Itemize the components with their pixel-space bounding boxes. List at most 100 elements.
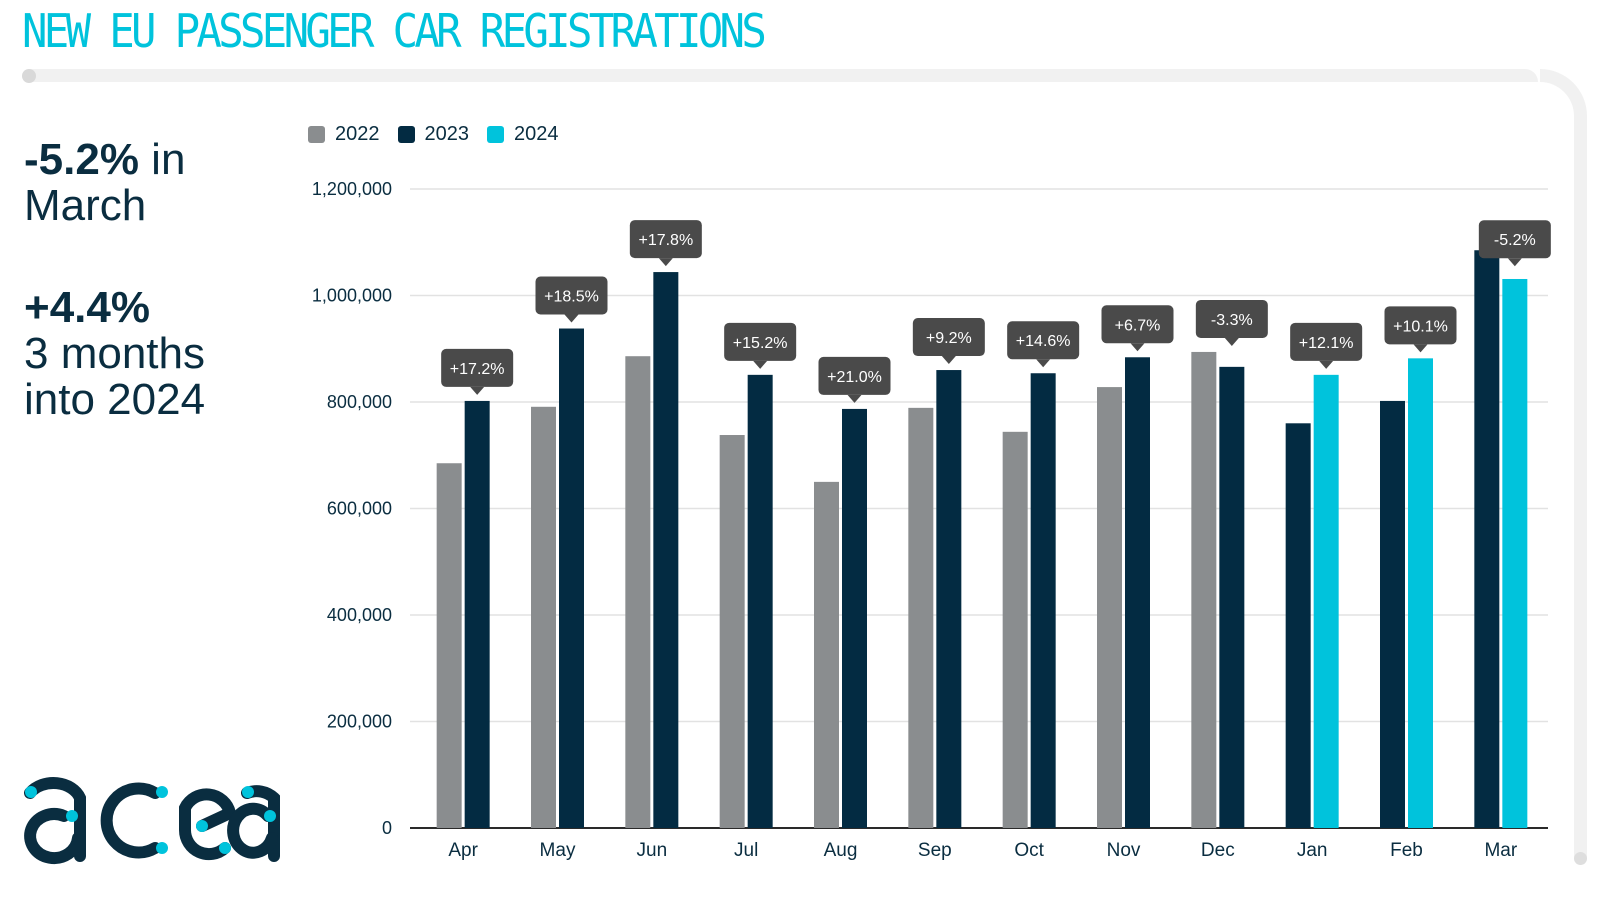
x-tick-label: Jan	[1297, 840, 1328, 861]
change-label: +17.8%	[638, 232, 693, 249]
chart-legend: 2022 2023 2024	[308, 123, 563, 146]
x-tick-label: Feb	[1390, 840, 1423, 861]
bar-jun-2023	[653, 272, 679, 828]
legend-label-2024: 2024	[514, 123, 559, 145]
bar-may-2022	[531, 406, 556, 828]
bar-sep-2022	[908, 407, 934, 828]
x-tick-label: May	[540, 840, 576, 861]
x-tick-label: Oct	[1014, 840, 1044, 861]
change-tooltip	[818, 356, 891, 395]
acea-logo-icon	[24, 777, 280, 865]
legend-swatch-2024	[487, 126, 504, 143]
bar-jul-2023	[747, 374, 773, 828]
kpi-march-suffix: in	[138, 135, 186, 184]
change-tooltip-pointer	[564, 314, 579, 323]
change-label: -5.2%	[1494, 232, 1536, 249]
change-label: +6.7%	[1115, 317, 1161, 334]
change-tooltip-pointer	[1224, 337, 1239, 346]
legend-label-2022: 2022	[335, 123, 380, 145]
change-tooltip-pointer	[1319, 360, 1334, 369]
bar-apr-2022	[436, 463, 462, 828]
change-label: -3.3%	[1211, 312, 1253, 329]
frame-end-dot	[1574, 852, 1587, 865]
x-tick-label: Mar	[1484, 840, 1517, 861]
change-tooltip-pointer	[470, 386, 485, 395]
x-tick-label: Apr	[448, 840, 478, 861]
legend-swatch-2022	[308, 126, 325, 143]
bar-aug-2022	[814, 481, 839, 828]
y-tick-label: 200,000	[327, 712, 392, 732]
bar-nov-2022	[1097, 387, 1122, 828]
bar-sep-2023	[936, 370, 962, 828]
change-tooltip-pointer	[1413, 344, 1428, 353]
change-tooltip	[535, 276, 608, 315]
acea-logo	[20, 768, 280, 873]
bar-may-2023	[559, 328, 584, 828]
bar-dec-2022	[1191, 351, 1217, 828]
legend-item-2023: 2023	[397, 123, 470, 146]
bar-mar-2024	[1502, 278, 1528, 828]
change-label: +21.0%	[827, 369, 882, 386]
change-tooltip-pointer	[1130, 343, 1145, 352]
bar-feb-2024	[1408, 358, 1433, 828]
bar-feb-2023	[1380, 400, 1405, 828]
kpi-ytd-line1: 3 months	[24, 329, 205, 378]
kpi-ytd-line2: into 2024	[24, 375, 206, 424]
y-tick-label: 600,000	[327, 499, 392, 519]
change-tooltip-pointer	[847, 394, 862, 403]
x-tick-label: Sep	[918, 840, 952, 861]
bar-jun-2022	[625, 356, 651, 828]
change-tooltip	[912, 318, 985, 357]
change-tooltip	[629, 220, 702, 259]
y-tick-label: 1,000,000	[312, 286, 392, 306]
change-tooltip	[1195, 299, 1268, 338]
bar-dec-2023	[1219, 366, 1245, 828]
legend-item-2024: 2024	[487, 123, 559, 146]
change-tooltip-pointer	[1507, 258, 1522, 267]
change-tooltip	[441, 348, 514, 387]
bar-oct-2023	[1030, 373, 1056, 828]
change-label: +17.2%	[450, 361, 505, 378]
kpi-march-label: March	[24, 181, 147, 230]
change-tooltip	[1384, 306, 1457, 345]
change-tooltip	[1478, 220, 1551, 259]
page-title: NEW EU PASSENGER CAR REGISTRATIONS	[22, 4, 767, 58]
change-label: +15.2%	[733, 335, 788, 352]
change-tooltip	[1007, 321, 1080, 360]
y-tick-label: 800,000	[327, 392, 392, 412]
x-tick-label: Jun	[637, 840, 668, 861]
change-tooltip	[724, 322, 797, 361]
change-tooltip-pointer	[1036, 359, 1051, 368]
change-tooltip-pointer	[753, 360, 768, 369]
bar-jan-2023	[1285, 423, 1311, 828]
change-label: +18.5%	[544, 289, 599, 306]
bar-nov-2023	[1125, 357, 1150, 828]
change-tooltip-pointer	[941, 356, 956, 365]
change-tooltip	[1290, 322, 1363, 361]
bar-jan-2024	[1313, 374, 1339, 828]
frame-start-dot	[22, 69, 36, 83]
change-label: +10.1%	[1393, 318, 1448, 335]
y-tick-label: 400,000	[327, 605, 392, 625]
kpi-ytd: +4.4% 3 months into 2024	[24, 285, 205, 423]
legend-item-2022: 2022	[308, 123, 380, 146]
kpi-march-value: -5.2%	[24, 135, 139, 184]
x-tick-label: Dec	[1201, 840, 1235, 861]
kpi-march: -5.2% in March	[24, 137, 185, 229]
bar-jul-2022	[719, 435, 745, 828]
change-tooltip	[1101, 305, 1174, 344]
frame-top-line	[28, 69, 1538, 82]
legend-swatch-2023	[397, 126, 415, 143]
bar-oct-2022	[1002, 431, 1028, 828]
change-label: +9.2%	[926, 330, 972, 347]
bar-aug-2023	[842, 408, 867, 828]
bar-mar-2023	[1474, 250, 1500, 829]
change-label: +14.6%	[1016, 333, 1071, 350]
y-tick-label: 1,200,000	[312, 179, 392, 199]
bar-apr-2023	[464, 400, 490, 828]
legend-label-2023: 2023	[424, 123, 470, 145]
x-tick-label: Nov	[1107, 840, 1141, 861]
y-tick-label: 0	[382, 818, 392, 838]
x-tick-label: Jul	[734, 840, 758, 861]
